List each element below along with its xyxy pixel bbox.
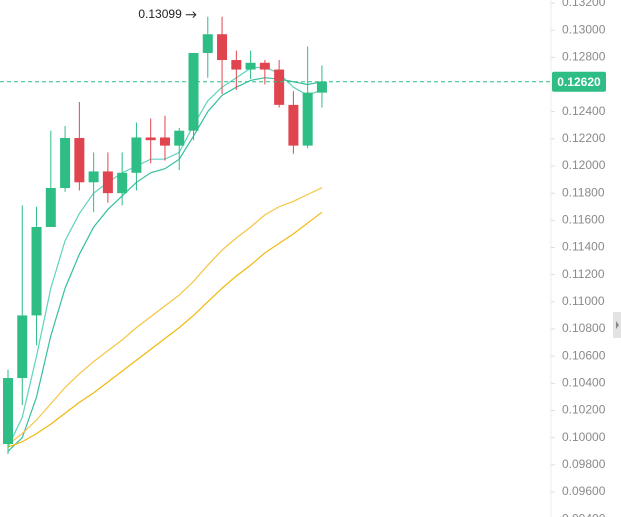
y-tick-label: 0.09600: [562, 484, 606, 498]
y-tick-label: 0.13000: [562, 22, 606, 36]
candle-body: [188, 52, 199, 131]
y-tick-label: 0.10000: [562, 430, 606, 444]
candle-body: [74, 138, 85, 183]
y-tick-label: 0.11800: [562, 185, 605, 199]
candle-body: [31, 226, 42, 316]
candle-body: [288, 104, 299, 146]
candle-body: [145, 137, 156, 141]
candle-body: [259, 62, 270, 70]
candle-body: [45, 188, 56, 227]
candle-body: [3, 378, 13, 445]
candle-body: [17, 315, 28, 379]
current-price-box: [552, 71, 606, 92]
y-tick-label: 0.12000: [562, 158, 606, 172]
candle-body: [117, 172, 128, 194]
ma-line: [7, 187, 323, 445]
y-tick-label: 0.10400: [562, 376, 606, 390]
y-tick-label: 0.11400: [562, 240, 605, 254]
candle-body: [60, 138, 71, 188]
candle-body: [217, 34, 228, 61]
y-tick-label: 0.12200: [562, 131, 606, 145]
candle-body: [274, 69, 285, 105]
candle-body: [202, 34, 213, 53]
candle-body: [231, 60, 242, 70]
y-tick-label: 0.11200: [562, 267, 605, 281]
candle-body: [302, 92, 313, 146]
high-label: 0.13099: [138, 7, 182, 21]
y-tick-label: 0.09800: [562, 457, 606, 471]
candle-body: [131, 137, 142, 173]
y-tick-label: 0.12800: [562, 49, 606, 63]
side-handle-arrow: [616, 321, 619, 329]
y-tick-label: 0.11000: [562, 294, 605, 308]
candle-body: [159, 137, 170, 146]
candle-body: [88, 171, 99, 183]
y-tick-label: 0.13200: [562, 0, 606, 9]
candle-body: [102, 171, 113, 194]
y-tick-label: 0.10200: [562, 403, 606, 417]
y-tick-label: 0.12400: [562, 104, 606, 118]
y-tick-label: 0.11600: [562, 213, 605, 227]
current-price-label: 0.12620: [557, 75, 601, 89]
high-arrow: [185, 11, 197, 19]
candle-body: [245, 62, 256, 70]
y-tick-label: 0.10800: [562, 321, 606, 335]
candle-body: [174, 130, 185, 146]
y-tick-label: 0.09400: [562, 511, 606, 517]
candle-body: [316, 81, 327, 93]
ma-line: [7, 77, 323, 452]
ma-line: [7, 211, 323, 448]
y-tick-label: 0.10600: [562, 348, 606, 362]
